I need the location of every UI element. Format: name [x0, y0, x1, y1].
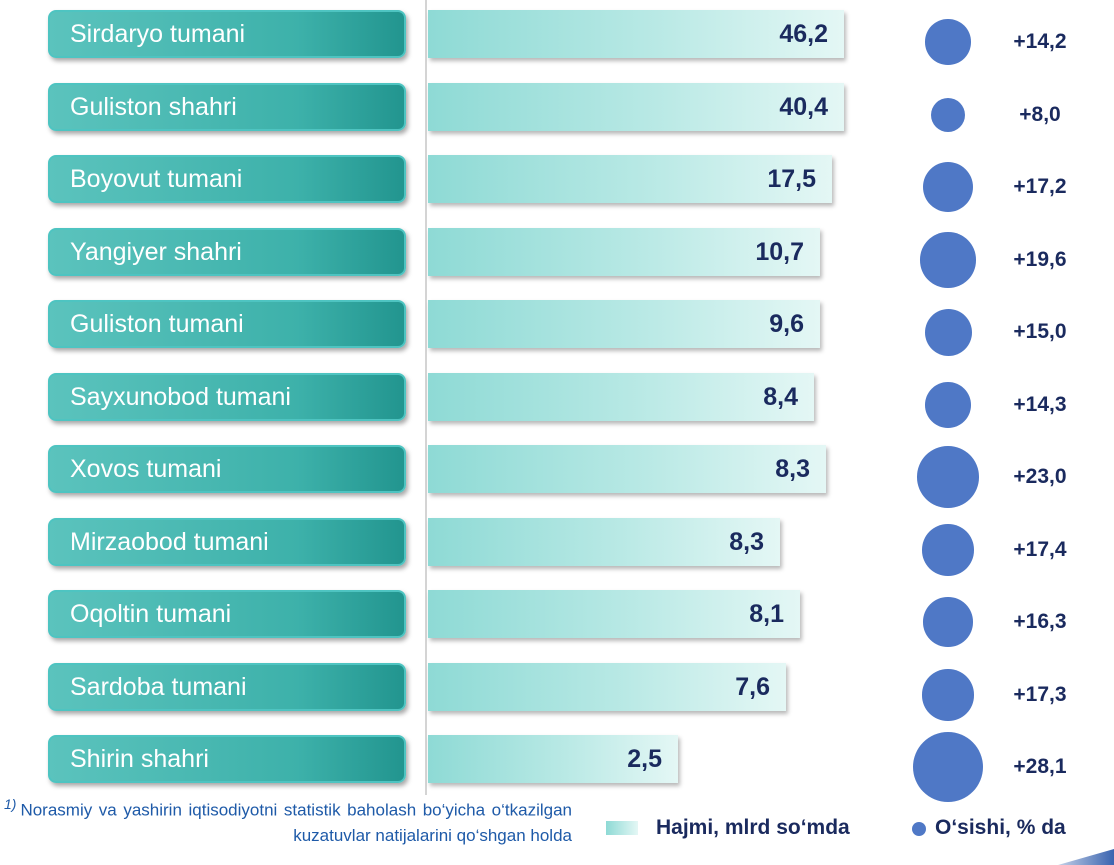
growth-value-label: +15,0	[1013, 320, 1067, 343]
growth-value-label: +17,2	[1013, 175, 1067, 198]
bar	[428, 228, 820, 276]
bar	[428, 83, 844, 131]
category-label: Guliston tumani	[48, 300, 406, 348]
bar-value-label: 2,5	[627, 745, 662, 773]
growth-bubble	[925, 19, 971, 65]
growth-bubble	[920, 232, 976, 288]
bar-value-label: 8,3	[729, 528, 764, 556]
bar-value-label: 7,6	[735, 673, 770, 701]
footnote: 1) Norasmiy va yashirin iqtisodiyotni sta…	[4, 792, 572, 848]
bar-value-label: 8,3	[775, 455, 810, 483]
bar	[428, 155, 832, 203]
growth-bubble	[924, 308, 972, 356]
growth-value-label: +23,0	[1013, 465, 1067, 488]
footnote-text: Norasmiy va yashirin iqtisodiyotni stati…	[20, 800, 572, 845]
category-label: Sirdaryo tumani	[48, 10, 406, 58]
category-label: Guliston shahri	[48, 83, 406, 131]
footnote-marker: 1)	[4, 796, 17, 812]
growth-value-label: +17,3	[1013, 683, 1067, 706]
bar	[428, 663, 786, 711]
legend-label-volume: Hajmi, mlrd so‘mda	[656, 816, 850, 839]
bar-value-label: 8,1	[749, 600, 784, 628]
growth-value-label: +19,6	[1013, 248, 1067, 271]
bar-value-label: 40,4	[779, 93, 828, 121]
bar	[428, 518, 780, 566]
growth-value-label: +28,1	[1013, 755, 1067, 778]
category-label: Shirin shahri	[48, 735, 406, 783]
bar	[428, 590, 800, 638]
growth-value-label: +14,3	[1013, 393, 1067, 416]
bar-value-label: 17,5	[767, 165, 816, 193]
growth-bubble	[922, 161, 974, 213]
category-label: Xovos tumani	[48, 445, 406, 493]
growth-value-label: +8,0	[1019, 103, 1061, 126]
category-label: Yangiyer shahri	[48, 228, 406, 276]
growth-value-label: +16,3	[1013, 610, 1067, 633]
category-label: Boyovut tumani	[48, 155, 406, 203]
growth-bubble	[925, 382, 971, 428]
bar-value-label: 8,4	[763, 383, 798, 411]
growth-bubble	[923, 597, 973, 647]
growth-bubble	[922, 669, 974, 721]
growth-bubble	[922, 524, 974, 576]
bar	[428, 445, 826, 493]
growth-value-label: +14,2	[1013, 30, 1067, 53]
bar-value-label: 46,2	[779, 20, 828, 48]
growth-bubble	[912, 731, 984, 803]
bar	[428, 735, 678, 783]
bar	[428, 300, 820, 348]
category-label: Sardoba tumani	[48, 663, 406, 711]
category-label: Mirzaobod tumani	[48, 518, 406, 566]
legend: Hajmi, mlrd so‘mda O‘sishi, % da	[606, 813, 1114, 843]
category-label: Sayxunobod tumani	[48, 373, 406, 421]
bar	[428, 10, 844, 58]
legend-label-growth: O‘sishi, % da	[935, 816, 1066, 839]
growth-bubble	[917, 446, 979, 508]
bar	[428, 373, 814, 421]
axis-line	[425, 0, 427, 795]
bar-value-label: 10,7	[755, 238, 804, 266]
legend-swatch-growth	[912, 822, 926, 836]
bar-value-label: 9,6	[769, 310, 804, 338]
category-label: Oqoltin tumani	[48, 590, 406, 638]
growth-value-label: +17,4	[1013, 538, 1067, 561]
legend-swatch-volume	[606, 821, 638, 835]
growth-bubble	[930, 97, 966, 133]
